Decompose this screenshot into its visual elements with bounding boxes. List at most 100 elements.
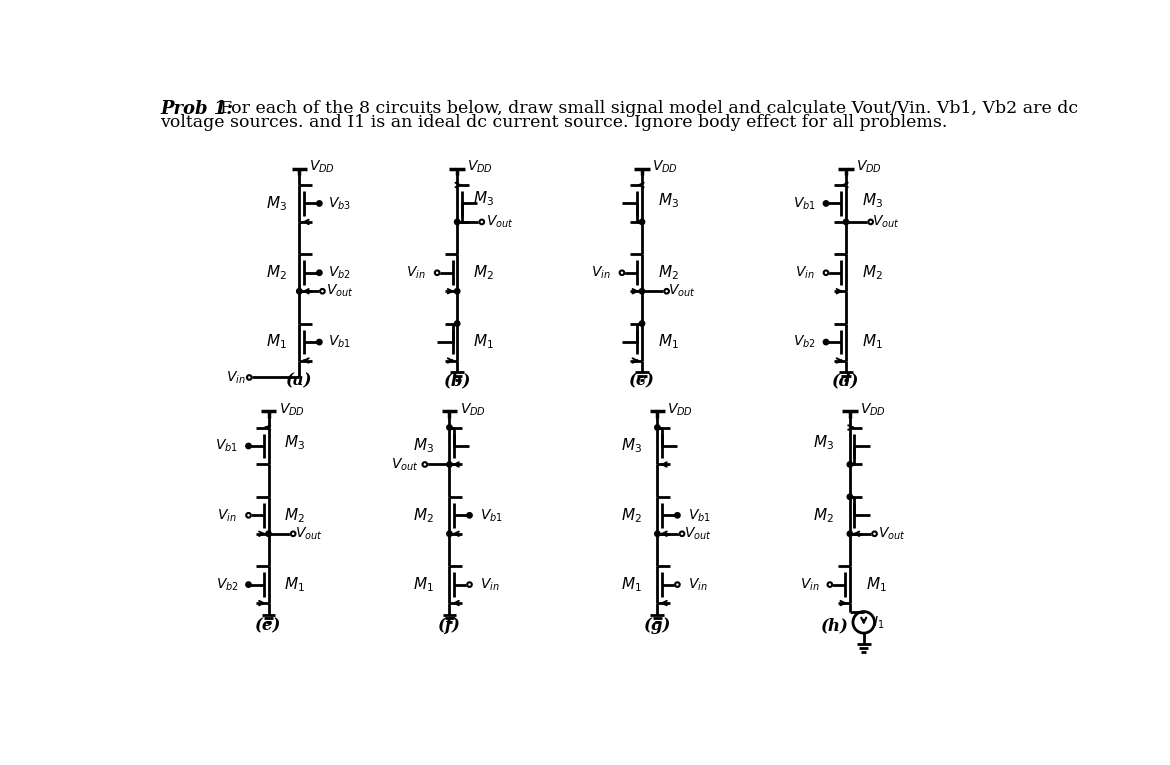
Text: $V_{in}$: $V_{in}$ (688, 576, 708, 593)
Text: $V_{out}$: $V_{out}$ (683, 526, 711, 542)
Text: $M_3$: $M_3$ (473, 190, 494, 208)
Text: $V_{DD}$: $V_{DD}$ (278, 402, 304, 418)
Circle shape (847, 462, 853, 467)
Text: $M_2$: $M_2$ (473, 263, 494, 282)
Text: $M_2$: $M_2$ (813, 506, 834, 525)
Text: (b): (b) (443, 372, 470, 389)
Text: $M_3$: $M_3$ (813, 434, 834, 452)
Text: $V_{out}$: $V_{out}$ (486, 213, 514, 230)
Text: $V_{out}$: $V_{out}$ (878, 526, 906, 542)
Circle shape (639, 321, 645, 326)
Circle shape (266, 531, 271, 536)
Text: $V_{in}$: $V_{in}$ (480, 576, 500, 593)
Text: $V_{DD}$: $V_{DD}$ (460, 402, 486, 418)
Circle shape (317, 270, 322, 275)
Text: $M_3$: $M_3$ (413, 437, 434, 455)
Circle shape (844, 220, 848, 225)
Circle shape (827, 582, 832, 587)
Text: (e): (e) (255, 617, 282, 634)
Text: $V_{out}$: $V_{out}$ (668, 283, 696, 299)
Text: $V_{out}$: $V_{out}$ (295, 526, 323, 542)
Circle shape (435, 271, 440, 275)
Text: $M_2$: $M_2$ (284, 506, 305, 525)
Text: (a): (a) (287, 372, 312, 389)
Text: (c): (c) (629, 372, 655, 389)
Circle shape (297, 288, 302, 294)
Text: $V_{b2}$: $V_{b2}$ (215, 576, 239, 593)
Circle shape (824, 340, 828, 345)
Text: voltage sources. and I1 is an ideal dc current source. Ignore body effect for al: voltage sources. and I1 is an ideal dc c… (160, 114, 948, 131)
Circle shape (480, 220, 484, 224)
Text: $M_3$: $M_3$ (620, 437, 641, 455)
Circle shape (317, 340, 322, 345)
Circle shape (447, 531, 452, 536)
Text: $V_{in}$: $V_{in}$ (406, 265, 426, 281)
Circle shape (868, 220, 873, 224)
Text: For each of the 8 circuits below, draw small signal model and calculate Vout/Vin: For each of the 8 circuits below, draw s… (220, 100, 1078, 117)
Circle shape (422, 462, 427, 467)
Text: $M_1$: $M_1$ (473, 333, 494, 351)
Text: $V_{out}$: $V_{out}$ (391, 456, 419, 473)
Text: $M_1$: $M_1$ (862, 333, 882, 351)
Text: $V_{b1}$: $V_{b1}$ (793, 195, 815, 212)
Text: $V_{in}$: $V_{in}$ (226, 369, 246, 386)
Circle shape (247, 375, 252, 379)
Text: $V_{b1}$: $V_{b1}$ (328, 334, 351, 350)
Circle shape (655, 425, 660, 430)
Text: $V_{b2}$: $V_{b2}$ (793, 334, 815, 350)
Text: $M_1$: $M_1$ (413, 575, 434, 594)
Text: $V_{DD}$: $V_{DD}$ (309, 159, 336, 175)
Text: $V_{DD}$: $V_{DD}$ (467, 159, 494, 175)
Text: $M_1$: $M_1$ (284, 575, 305, 594)
Text: $M_2$: $M_2$ (413, 506, 434, 525)
Circle shape (321, 289, 325, 294)
Text: $V_{out}$: $V_{out}$ (325, 283, 353, 299)
Text: $M_2$: $M_2$ (621, 506, 641, 525)
Text: $M_3$: $M_3$ (284, 434, 305, 452)
Text: $M_3$: $M_3$ (266, 194, 287, 213)
Circle shape (454, 321, 460, 326)
Text: (h): (h) (820, 617, 848, 634)
Text: (d): (d) (832, 372, 860, 389)
Text: $M_3$: $M_3$ (658, 191, 679, 210)
Circle shape (467, 513, 473, 518)
Circle shape (317, 200, 322, 206)
Circle shape (655, 531, 660, 536)
Text: $V_{DD}$: $V_{DD}$ (667, 402, 694, 418)
Circle shape (675, 513, 680, 518)
Text: $V_{in}$: $V_{in}$ (591, 265, 611, 281)
Text: $V_{b1}$: $V_{b1}$ (215, 438, 239, 454)
Text: $V_{b2}$: $V_{b2}$ (328, 265, 351, 281)
Circle shape (824, 271, 828, 275)
Text: $M_1$: $M_1$ (621, 575, 641, 594)
Text: $V_{out}$: $V_{out}$ (872, 213, 900, 230)
Text: $V_{in}$: $V_{in}$ (800, 576, 820, 593)
Circle shape (447, 425, 452, 430)
Text: $V_{DD}$: $V_{DD}$ (652, 159, 679, 175)
Text: $M_1$: $M_1$ (266, 333, 287, 351)
Circle shape (824, 200, 828, 206)
Text: $M_1$: $M_1$ (658, 333, 679, 351)
Text: $M_2$: $M_2$ (658, 263, 679, 282)
Text: $V_{b1}$: $V_{b1}$ (688, 507, 710, 523)
Circle shape (454, 220, 460, 225)
Text: $V_{b3}$: $V_{b3}$ (328, 195, 351, 212)
Text: $V_{in}$: $V_{in}$ (218, 507, 236, 523)
Text: Prob 1:: Prob 1: (160, 100, 233, 119)
Text: $M_2$: $M_2$ (862, 263, 882, 282)
Circle shape (675, 582, 680, 587)
Text: (f): (f) (438, 617, 461, 634)
Text: $M_2$: $M_2$ (266, 263, 287, 282)
Circle shape (246, 513, 250, 518)
Circle shape (620, 271, 625, 275)
Text: $I_1$: $I_1$ (874, 614, 885, 630)
Circle shape (454, 288, 460, 294)
Circle shape (847, 494, 853, 500)
Text: $V_{in}$: $V_{in}$ (794, 265, 814, 281)
Circle shape (847, 531, 853, 536)
Circle shape (467, 582, 472, 587)
Circle shape (246, 443, 252, 449)
Circle shape (639, 220, 645, 225)
Circle shape (872, 532, 876, 536)
Text: $V_{DD}$: $V_{DD}$ (860, 402, 886, 418)
